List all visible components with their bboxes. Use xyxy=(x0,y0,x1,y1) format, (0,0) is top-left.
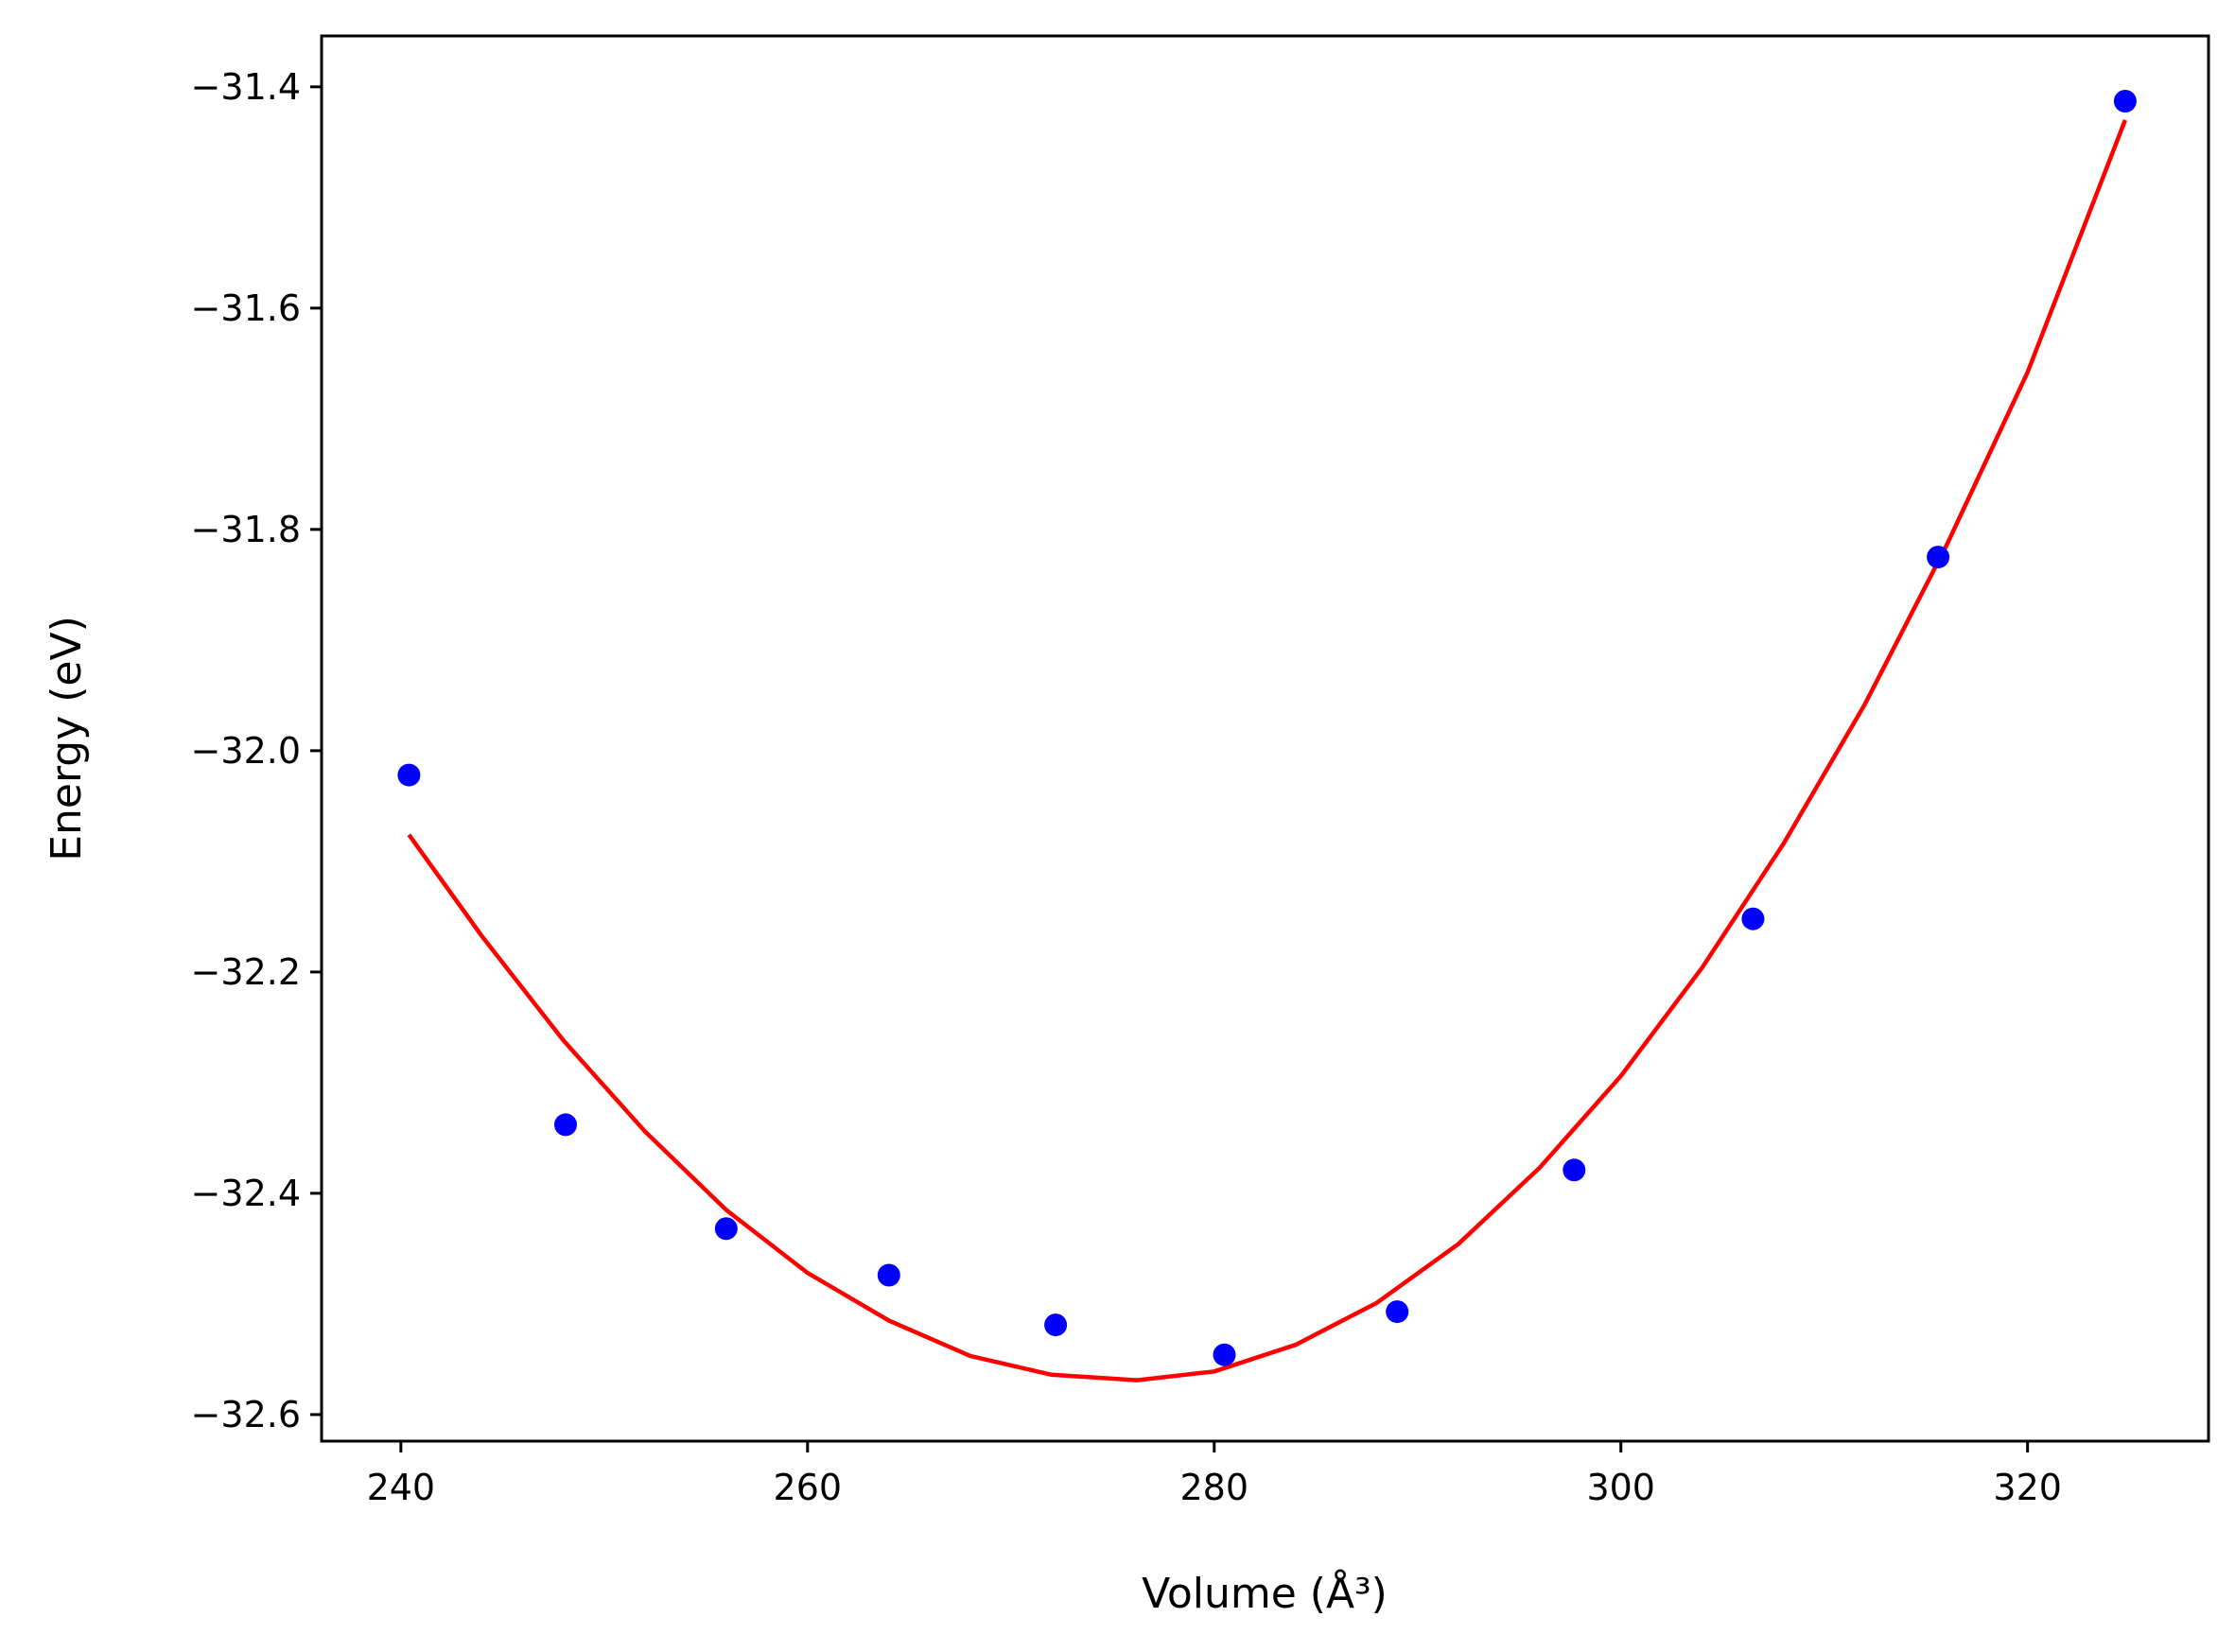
data-point xyxy=(714,1217,738,1241)
data-point xyxy=(1386,1300,1409,1324)
plot-frame xyxy=(320,34,2210,1443)
y-axis: −31.4 −31.6 −31.8 −32.0 −32.2 −32.4 −32.6 xyxy=(191,66,322,1435)
data-point xyxy=(2113,90,2137,113)
data-point xyxy=(1563,1158,1586,1182)
y-tick-label: −32.4 xyxy=(191,1173,301,1214)
data-point xyxy=(1741,907,1765,930)
plot-layer xyxy=(397,90,2137,1382)
x-tick-label: 260 xyxy=(774,1467,843,1508)
y-tick-label: −32.0 xyxy=(191,730,301,772)
y-tick-label: −31.4 xyxy=(191,66,301,108)
x-tick-label: 240 xyxy=(367,1467,436,1508)
y-tick-label: −32.6 xyxy=(191,1394,301,1435)
fit-curve-line xyxy=(407,119,2127,1382)
data-point xyxy=(397,763,421,787)
data-point xyxy=(1044,1313,1068,1337)
data-point xyxy=(1213,1343,1236,1366)
x-axis: 240 260 280 300 320 xyxy=(367,1441,2062,1508)
y-tick-label: −31.8 xyxy=(191,509,301,550)
x-tick-label: 300 xyxy=(1586,1467,1655,1508)
x-axis-label: Volume (Å³) xyxy=(1142,1568,1388,1618)
y-tick-label: −31.6 xyxy=(191,287,301,329)
data-point xyxy=(877,1263,900,1287)
data-point xyxy=(1927,546,1950,569)
y-axis-label: Energy (eV) xyxy=(43,616,91,861)
y-tick-label: −32.2 xyxy=(191,951,301,993)
x-tick-label: 320 xyxy=(1993,1467,2062,1508)
data-point xyxy=(554,1113,577,1137)
x-tick-label: 280 xyxy=(1179,1467,1248,1508)
